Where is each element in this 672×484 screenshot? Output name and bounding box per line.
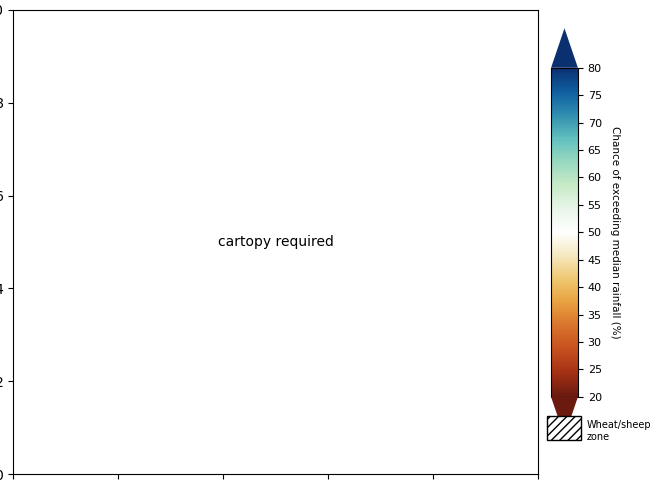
Polygon shape bbox=[551, 397, 578, 437]
Text: Wheat/sheep
zone: Wheat/sheep zone bbox=[587, 420, 651, 442]
FancyBboxPatch shape bbox=[547, 416, 581, 439]
Polygon shape bbox=[551, 28, 578, 68]
Text: cartopy required: cartopy required bbox=[218, 235, 333, 249]
Y-axis label: Chance of exceeding median rainfall (%): Chance of exceeding median rainfall (%) bbox=[610, 126, 620, 339]
